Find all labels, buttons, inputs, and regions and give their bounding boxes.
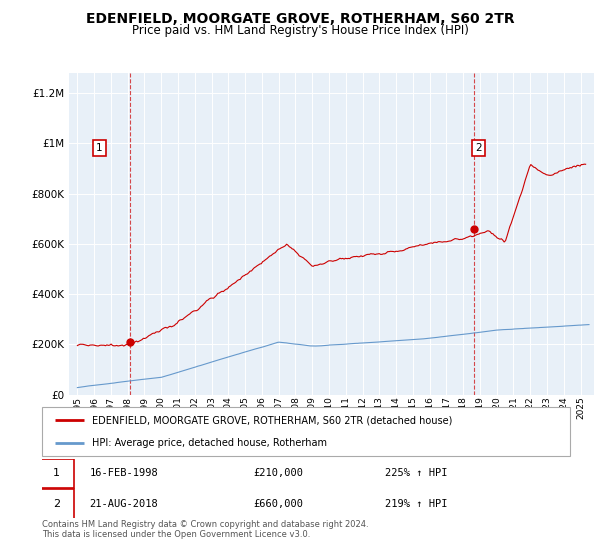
Text: 225% ↑ HPI: 225% ↑ HPI	[385, 468, 448, 478]
Text: HPI: Average price, detached house, Rotherham: HPI: Average price, detached house, Roth…	[92, 438, 327, 448]
FancyBboxPatch shape	[40, 459, 74, 488]
Text: 21-AUG-2018: 21-AUG-2018	[89, 499, 158, 509]
Text: 16-FEB-1998: 16-FEB-1998	[89, 468, 158, 478]
Text: EDENFIELD, MOORGATE GROVE, ROTHERHAM, S60 2TR (detached house): EDENFIELD, MOORGATE GROVE, ROTHERHAM, S6…	[92, 416, 452, 426]
Text: 1: 1	[53, 468, 60, 478]
Text: 2: 2	[476, 143, 482, 153]
Text: 1: 1	[96, 143, 103, 153]
Text: £660,000: £660,000	[253, 499, 303, 509]
Text: Price paid vs. HM Land Registry's House Price Index (HPI): Price paid vs. HM Land Registry's House …	[131, 24, 469, 37]
FancyBboxPatch shape	[40, 489, 74, 519]
Text: £210,000: £210,000	[253, 468, 303, 478]
Text: 2: 2	[53, 499, 60, 509]
Text: Contains HM Land Registry data © Crown copyright and database right 2024.
This d: Contains HM Land Registry data © Crown c…	[42, 520, 368, 539]
Text: 219% ↑ HPI: 219% ↑ HPI	[385, 499, 448, 509]
Text: EDENFIELD, MOORGATE GROVE, ROTHERHAM, S60 2TR: EDENFIELD, MOORGATE GROVE, ROTHERHAM, S6…	[86, 12, 514, 26]
